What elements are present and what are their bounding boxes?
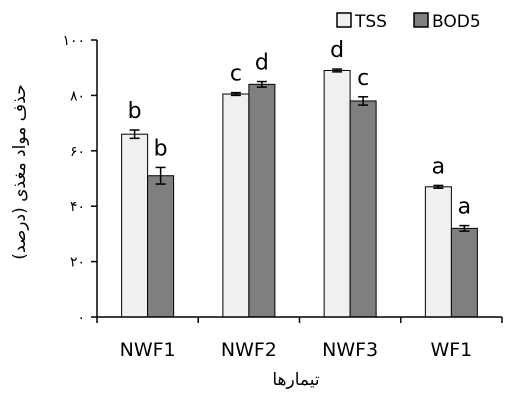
bar-tss-wf1 bbox=[424, 186, 452, 318]
legend: TSS BOD5 bbox=[336, 12, 481, 32]
significance-letter: d bbox=[330, 38, 344, 63]
legend-label-bod5: BOD5 bbox=[432, 12, 481, 32]
bar-bod5-nwf2 bbox=[248, 83, 276, 318]
significance-letter: b bbox=[154, 136, 168, 161]
significance-letter: c bbox=[357, 66, 369, 91]
x-category-label: WF1 bbox=[430, 339, 472, 361]
bar-bod5-nwf1 bbox=[147, 175, 175, 318]
bar-tss-nwf3 bbox=[323, 69, 351, 318]
y-tick-label: ۶۰ bbox=[70, 144, 85, 160]
y-tick-label: ۰ bbox=[77, 310, 85, 326]
y-tick-label: ۱۰۰ bbox=[62, 33, 85, 49]
bar-bod5-wf1 bbox=[450, 227, 478, 318]
x-axis-title: تیمارها bbox=[272, 370, 319, 390]
bar-tss-nwf2 bbox=[222, 93, 250, 318]
bars bbox=[121, 69, 478, 318]
x-category-labels: NWF1 NWF2 NWF3 WF1 bbox=[120, 339, 473, 361]
y-tick-labels: ۰ ۲۰ ۴۰ ۶۰ ۸۰ ۱۰۰ bbox=[62, 33, 85, 326]
x-category-label: NWF2 bbox=[221, 339, 277, 361]
legend-label-tss: TSS bbox=[354, 12, 387, 32]
bar-bod5-nwf3 bbox=[349, 100, 377, 318]
bar-tss-nwf1 bbox=[121, 133, 149, 318]
legend-swatch-bod5 bbox=[413, 12, 429, 28]
error-bars bbox=[129, 68, 470, 232]
x-category-label: NWF3 bbox=[322, 339, 378, 361]
y-axis-title: حذف مواد مغذی (درصد) bbox=[10, 84, 30, 259]
y-tick-label: ۴۰ bbox=[70, 199, 85, 215]
significance-letter: d bbox=[255, 51, 269, 76]
significance-letter: c bbox=[230, 62, 242, 87]
x-category-label: NWF1 bbox=[120, 339, 176, 361]
y-tick-label: ۲۰ bbox=[70, 255, 85, 271]
legend-swatch-tss bbox=[336, 12, 352, 28]
y-tick-marks bbox=[91, 39, 503, 323]
significance-letter: a bbox=[458, 195, 471, 220]
y-tick-label: ۸۰ bbox=[70, 88, 85, 104]
significance-letter: b bbox=[128, 99, 142, 124]
significance-letter: a bbox=[432, 154, 445, 179]
